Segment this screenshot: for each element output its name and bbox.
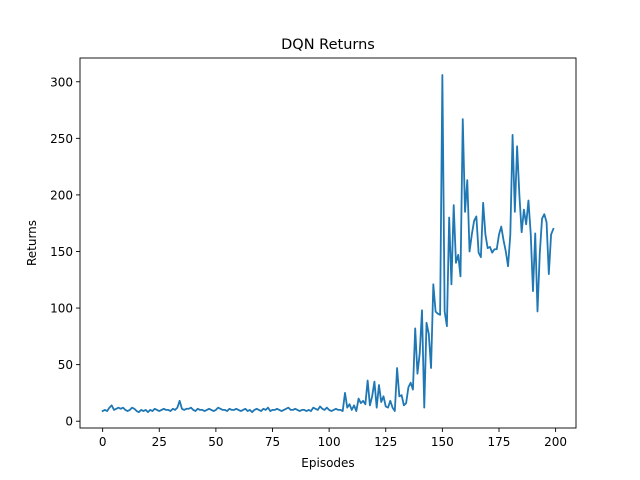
y-tick-label: 50 [58, 358, 73, 372]
y-tick-label: 300 [50, 75, 73, 89]
x-tick-label: 175 [488, 435, 511, 449]
chart-title: DQN Returns [281, 37, 375, 53]
x-tick-label: 0 [99, 435, 107, 449]
x-tick-label: 25 [152, 435, 167, 449]
x-axis-label: Episodes [301, 456, 354, 470]
y-tick-label: 0 [65, 415, 73, 429]
y-tick-label: 100 [50, 302, 73, 316]
y-tick-label: 250 [50, 132, 73, 146]
series-line-returns [101, 74, 555, 414]
y-tick-label: 200 [50, 188, 73, 202]
y-tick-label: 150 [50, 245, 73, 259]
x-tick-label: 100 [318, 435, 341, 449]
y-axis-label: Returns [25, 220, 39, 266]
x-tick-label: 50 [208, 435, 223, 449]
x-tick-label: 125 [374, 435, 397, 449]
x-tick-label: 200 [544, 435, 567, 449]
plot-area-frame [79, 57, 577, 429]
x-tick-label: 75 [265, 435, 280, 449]
axis-ticks: 0 25 50 75 100 125 150 175 200 0 50 100 150 200 250 300 [50, 75, 567, 449]
x-tick-label: 150 [431, 435, 454, 449]
